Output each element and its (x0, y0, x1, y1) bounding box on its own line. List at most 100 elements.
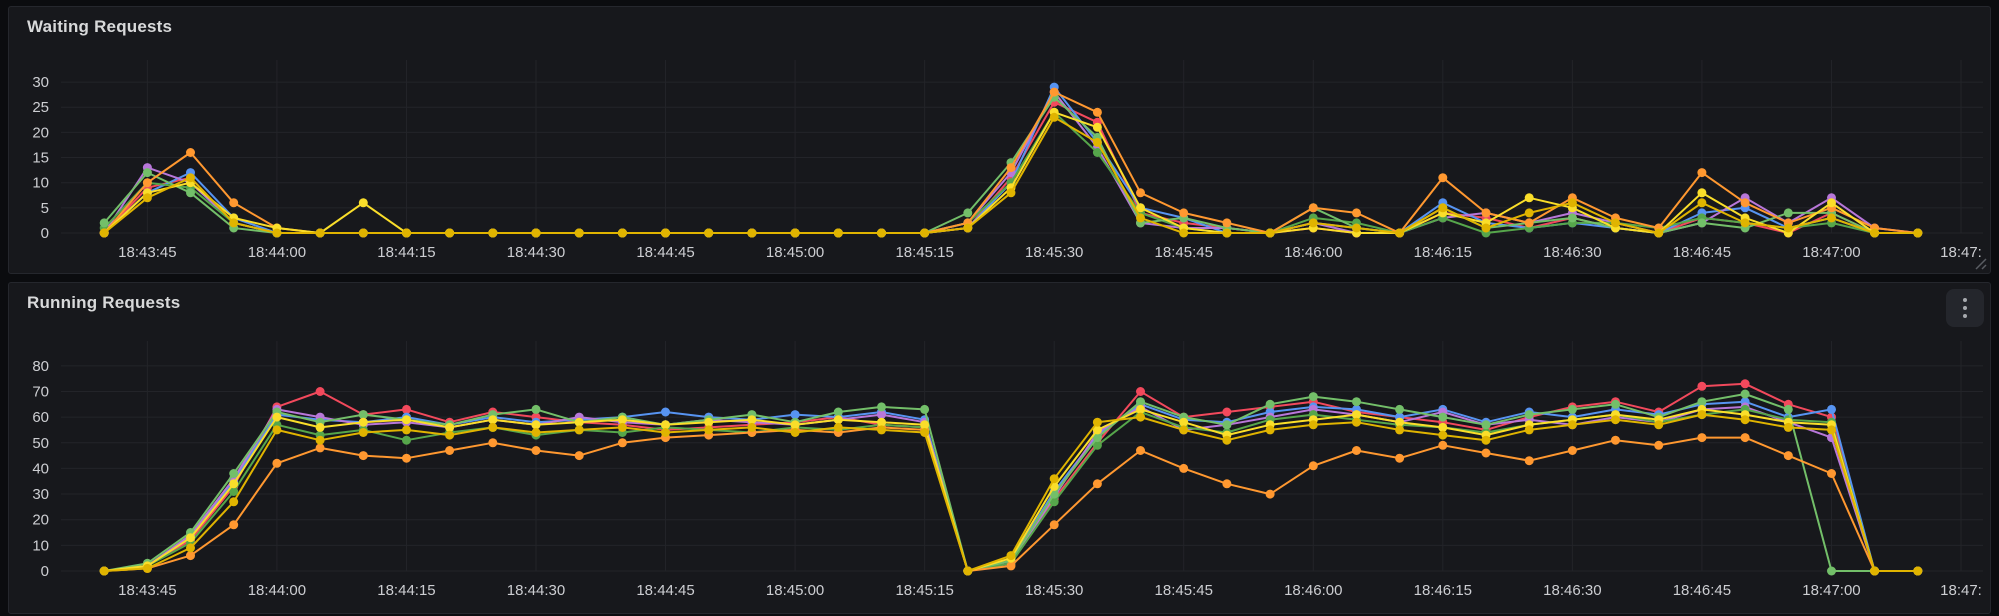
series-point-gold (704, 425, 714, 435)
series-point-red (1697, 381, 1707, 391)
series-point-gold (1265, 228, 1275, 238)
series-point-gold (833, 422, 843, 432)
series-point-orange (1481, 448, 1491, 458)
series-point-orange (1567, 446, 1577, 455)
series-point-orange (1352, 446, 1361, 455)
y-axis-tick-label: 20 (32, 512, 49, 529)
series-point-green (1395, 404, 1405, 414)
series-point-orange (272, 458, 282, 468)
series-point-dark-green (402, 435, 411, 445)
y-axis-tick-label: 70 (32, 383, 49, 400)
series-point-red (402, 404, 411, 414)
series-point-yellow (1136, 404, 1145, 414)
series-point-orange (315, 443, 325, 453)
series-point-yellow (704, 417, 714, 427)
series-point-green (358, 410, 368, 420)
series-point-green (1308, 392, 1318, 402)
panel-menu-kebab-icon[interactable] (1946, 289, 1984, 327)
series-point-gold (1740, 218, 1750, 228)
series-point-orange (1222, 218, 1232, 228)
series-point-gold (1006, 188, 1016, 198)
series-point-green (1092, 433, 1102, 443)
x-axis-tick-label: 18:47: (1940, 582, 1982, 599)
x-axis-tick-label: 18:46:30 (1543, 582, 1601, 599)
series-line-dark-green (103, 408, 1919, 572)
series-point-green (1481, 420, 1491, 430)
x-axis-tick-label: 18:47:00 (1802, 582, 1860, 599)
series-point-gold (272, 425, 282, 435)
x-axis-tick-label: 18:46:15 (1414, 582, 1472, 599)
series-point-green (1611, 399, 1620, 409)
y-axis-tick-label: 10 (32, 175, 49, 192)
series-point-gold (1352, 223, 1361, 233)
series-point-orange (445, 446, 455, 455)
panel-header[interactable]: Waiting Requests (27, 17, 172, 37)
series-point-orange (574, 451, 584, 461)
series-point-yellow (358, 198, 368, 208)
series-point-gold (1740, 415, 1750, 425)
series-point-gold (1395, 228, 1405, 238)
series-point-gold (617, 228, 627, 238)
series-point-yellow (1395, 417, 1405, 427)
y-axis-tick-label: 40 (32, 460, 49, 477)
waiting-requests-chart[interactable]: 0 5 10 15 20 25 30 18:43:45 18:44:00 18:44:15 18:4… (9, 7, 1990, 273)
series-point-gold (1049, 474, 1059, 484)
panel-resize-handle[interactable] (1973, 256, 1987, 270)
series-point-green (99, 218, 109, 228)
series-point-dark-green (229, 487, 239, 496)
series-point-dark-green (1092, 440, 1102, 450)
series-point-gold (1136, 412, 1145, 422)
series-point-gold (1654, 228, 1664, 238)
x-axis-tick-label: 18:45:15 (895, 244, 953, 261)
series-point-green (186, 188, 195, 198)
series-point-red (1740, 379, 1750, 389)
x-axis-tick-label: 18:45:00 (766, 244, 824, 261)
series-point-gold (1697, 410, 1707, 420)
series-point-gold (920, 428, 930, 437)
series-point-gold (1783, 223, 1793, 233)
running-requests-chart[interactable]: 0 10 20 30 40 50 60 70 80 18:43:45 18:44:00 18:44:1… (9, 283, 1990, 613)
series-point-gold (229, 497, 239, 507)
series-point-gold (1179, 425, 1189, 435)
x-axis-tick-label: 18:47:00 (1802, 244, 1860, 261)
series-point-orange (1697, 168, 1707, 178)
series-point-yellow (1092, 425, 1102, 435)
series-point-gold (1438, 430, 1448, 440)
series-point-yellow (790, 420, 800, 430)
series-point-gold (1870, 228, 1880, 238)
y-axis-tick-label: 20 (32, 124, 49, 141)
series-point-yellow (1697, 188, 1707, 198)
series-point-gold (315, 435, 325, 445)
panel-title[interactable]: Running Requests (27, 293, 181, 312)
series-point-gold (790, 228, 800, 238)
panel-header[interactable]: Running Requests (27, 293, 180, 313)
series-point-gold (1524, 208, 1534, 218)
x-axis-tick-label: 18:44:15 (377, 582, 435, 599)
series-point-dark-green (1092, 148, 1102, 157)
series-point-orange (1481, 208, 1491, 218)
series-point-gold (1524, 425, 1534, 435)
x-axis-tick-label: 18:47: (1940, 244, 1982, 261)
series-point-green (1697, 218, 1707, 228)
series-point-yellow (531, 420, 541, 430)
series-point-orange (1697, 433, 1707, 443)
x-axis-tick-label: 18:46:30 (1543, 244, 1601, 261)
series-point-gold (99, 228, 109, 238)
series-point-gold (1827, 213, 1836, 223)
series-point-gold (1179, 228, 1189, 238)
series-point-green (229, 469, 239, 478)
series-point-orange (1006, 561, 1016, 571)
panel-title[interactable]: Waiting Requests (27, 17, 173, 36)
series-point-gold (1567, 420, 1577, 430)
series-point-yellow (488, 415, 498, 425)
series-point-gold (1092, 137, 1102, 147)
series-point-yellow (920, 420, 930, 430)
series-point-gold (1567, 198, 1577, 208)
series-point-green (1352, 397, 1361, 407)
series-point-yellow (186, 533, 195, 543)
series-point-gold (1222, 228, 1232, 238)
x-axis-tick-label: 18:46:00 (1284, 582, 1342, 599)
series-point-yellow (272, 412, 282, 422)
series-point-gold (1827, 425, 1836, 435)
series-point-gold (1092, 417, 1102, 427)
